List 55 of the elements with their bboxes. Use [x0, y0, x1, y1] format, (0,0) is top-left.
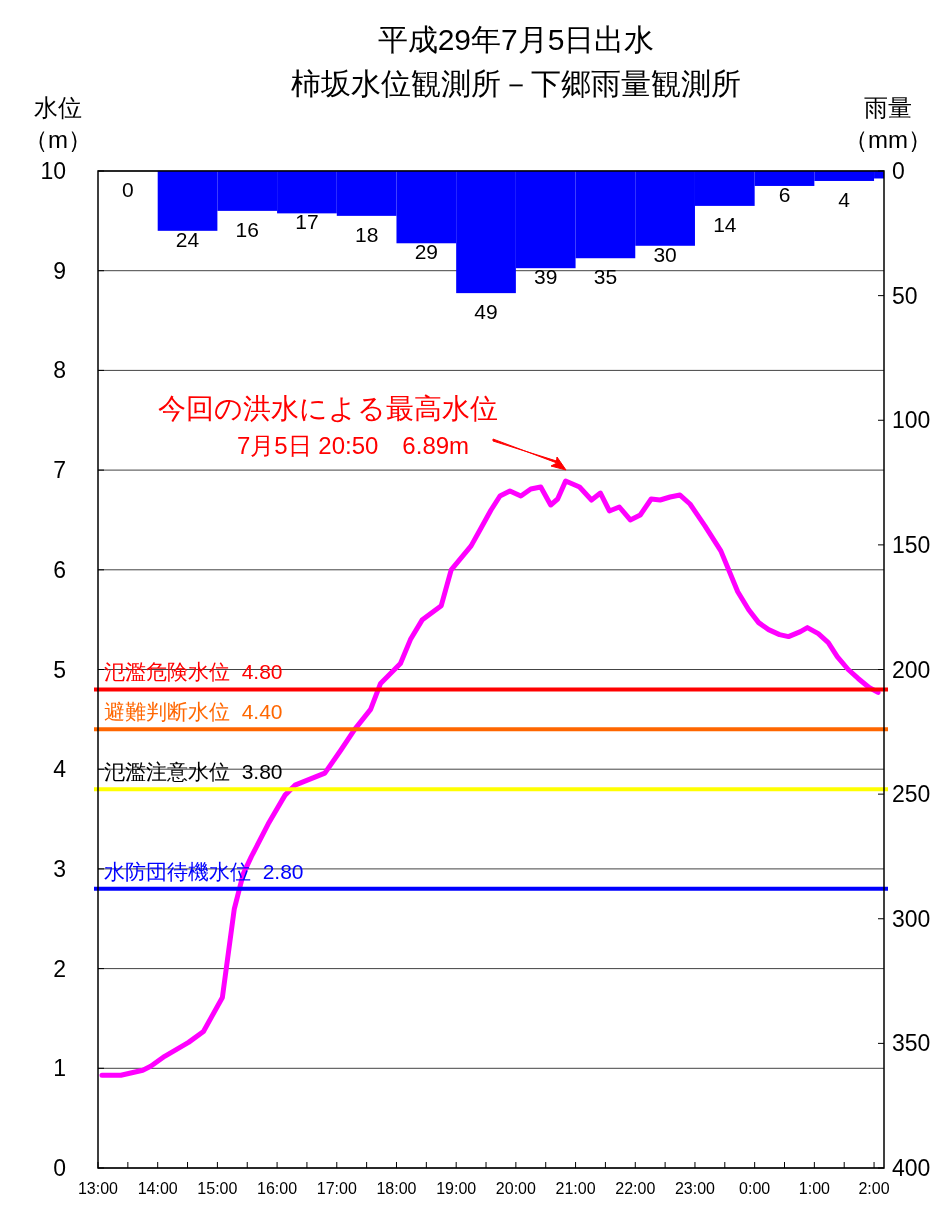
data-label: 30 [653, 242, 677, 266]
x-tick-label: 21:00 [555, 1180, 596, 1197]
data-label: 6 [778, 182, 791, 206]
x-tick-label: 22:00 [615, 1180, 656, 1197]
y-tick-label: 1 [53, 1055, 66, 1082]
chart-subtitle: 柿坂水位観測所－下郷雨量観測所 [291, 67, 741, 100]
y-tick-label: 3 [53, 855, 66, 882]
y2-axis-title: 雨量（mm） [844, 94, 932, 153]
x-tick-label: 0:00 [739, 1180, 771, 1197]
annotation: 今回の洪水による最高水位 [158, 393, 498, 424]
y2-tick-label: 400 [892, 1155, 931, 1181]
y2-tick-label: 250 [892, 781, 931, 808]
x-tick-label: 16:00 [257, 1180, 298, 1197]
x-tick-label: 23:00 [674, 1180, 716, 1197]
x-tick-label: 13:00 [77, 1180, 119, 1197]
data-label: 24 [175, 227, 200, 251]
y2-tick-label: 150 [892, 531, 931, 558]
y-tick-label: 4 [53, 756, 67, 783]
data-label: 39 [534, 265, 558, 289]
ref-line-label: 氾濫注意水位 3.80 [104, 760, 283, 784]
data-label: 14 [713, 212, 737, 236]
y2-tick-label: 350 [892, 1030, 931, 1057]
y2-tick-label: 300 [892, 905, 931, 932]
data-label: 17 [295, 210, 319, 234]
y-tick-label: 10 [40, 158, 66, 184]
data-label: 49 [474, 300, 498, 324]
y-axis-title: 水位（m） [24, 94, 92, 153]
y2-tick-label: 200 [892, 656, 931, 683]
y-tick-label: 0 [53, 1155, 66, 1181]
data-label: 16 [235, 217, 259, 241]
y-tick-label: 8 [53, 357, 66, 384]
x-tick-label: 1:00 [798, 1180, 831, 1197]
x-tick-label: 15:00 [197, 1180, 238, 1197]
y2-tick-label: 100 [892, 407, 931, 434]
y-tick-label: 6 [53, 556, 66, 583]
x-tick-label: 18:00 [376, 1180, 417, 1197]
data-label: 29 [414, 240, 439, 264]
x-tick-label: 20:00 [495, 1180, 536, 1197]
x-tick-label: 19:00 [436, 1180, 477, 1197]
ref-line-label: 避難判断水位 4.40 [104, 700, 283, 724]
y-tick-label: 2 [53, 955, 66, 982]
data-label: 4 [838, 187, 851, 211]
data-label: 18 [354, 222, 379, 246]
data-label: 0 [122, 178, 134, 201]
x-tick-label: 14:00 [137, 1180, 178, 1197]
y-tick-label: 9 [53, 257, 66, 284]
annotation: 7月5日 20:50 6.89m [236, 432, 470, 459]
chart-title: 平成29年7月5日出水 [377, 23, 655, 56]
x-tick-label: 17:00 [316, 1180, 357, 1197]
data-label: 35 [593, 265, 618, 289]
y2-tick-label: 0 [892, 158, 905, 184]
y-tick-label: 7 [53, 457, 66, 484]
y-tick-label: 5 [53, 656, 66, 683]
x-tick-label: 2:00 [858, 1180, 890, 1197]
y2-tick-label: 50 [892, 282, 918, 309]
